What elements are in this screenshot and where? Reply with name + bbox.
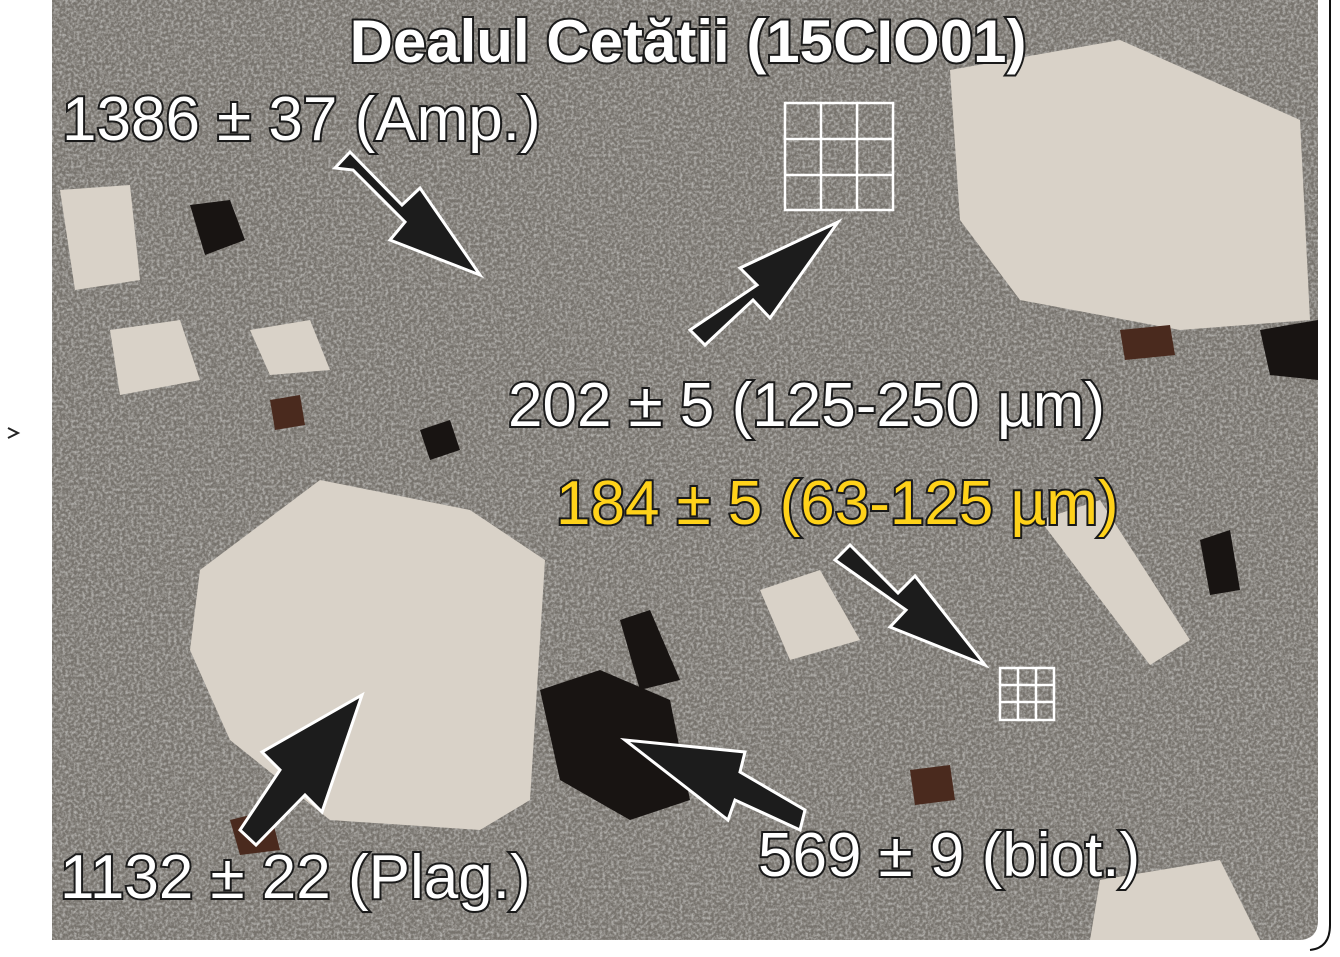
title: Dealul Cetătii (15CIO01) bbox=[350, 8, 1027, 75]
arrow-plag bbox=[238, 691, 365, 848]
arrow-grid-small bbox=[832, 542, 990, 669]
frame-edge bbox=[1309, 0, 1331, 951]
micrograph bbox=[52, 0, 1318, 940]
edge-arrow bbox=[7, 427, 21, 439]
label-coarse: 202 ± 5 (125-250 µm) bbox=[508, 371, 1105, 440]
arrow-grid-large bbox=[687, 218, 843, 348]
large-grid bbox=[783, 101, 895, 212]
label-biot: 569 ± 9 (biot.) bbox=[758, 821, 1140, 890]
label-amp: 1386 ± 37 (Amp.) bbox=[62, 85, 541, 154]
arrow-amp bbox=[331, 149, 485, 279]
opaques bbox=[190, 200, 1318, 820]
label-fine: 184 ± 5 (63-125 µm) bbox=[556, 469, 1119, 538]
label-plag: 1132 ± 22 (Plag.) bbox=[60, 843, 531, 912]
arrow-biot bbox=[619, 737, 807, 833]
small-grid bbox=[998, 666, 1056, 722]
